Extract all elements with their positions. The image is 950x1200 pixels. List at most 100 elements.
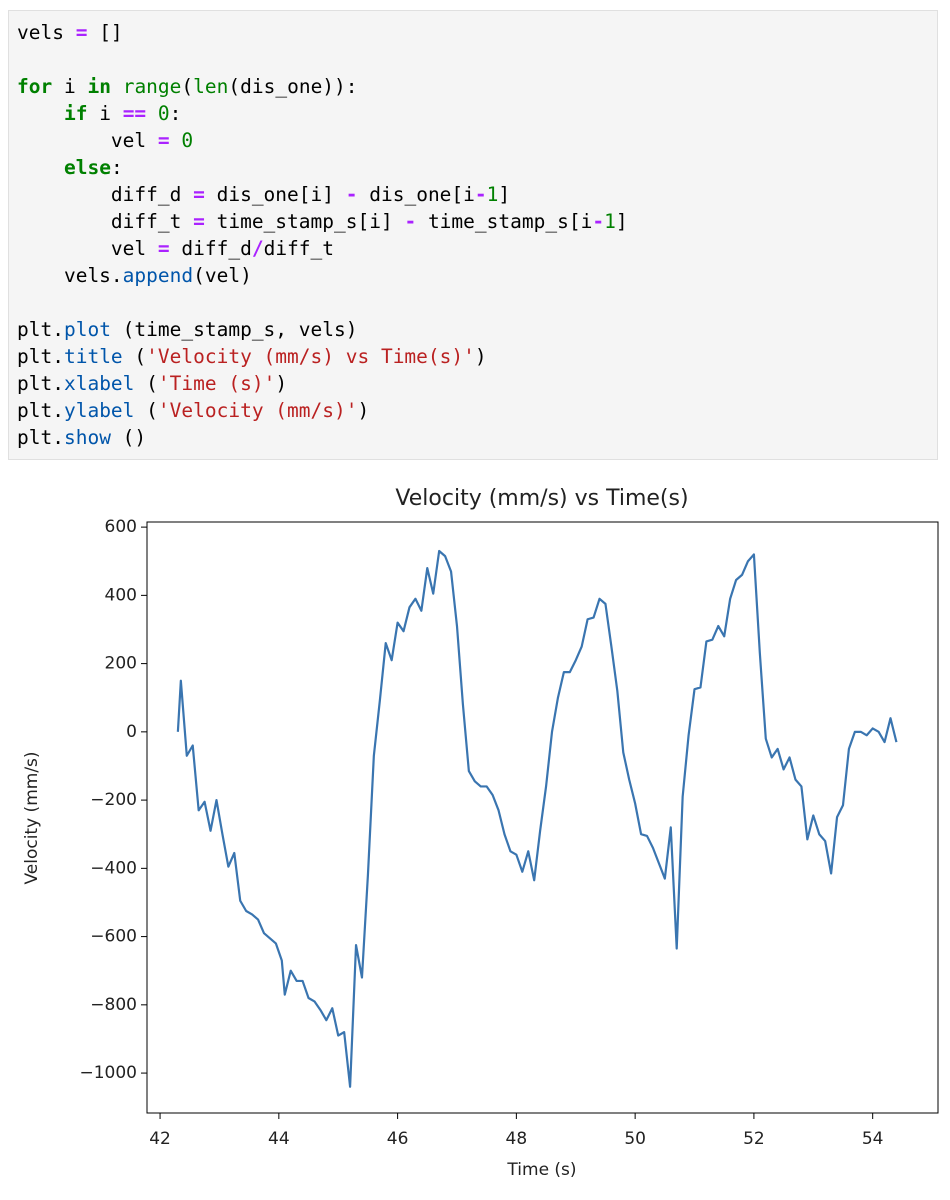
- code-token: 'Velocity (mm/s) vs Time(s)': [146, 345, 475, 368]
- code-line: diff_d = dis_one[i] - dis_one[i-1]: [17, 181, 929, 208]
- y-tick-label: −1000: [79, 1063, 137, 1083]
- code-token: plt.: [17, 318, 64, 341]
- code-token: /: [251, 237, 264, 260]
- code-token: 1: [604, 210, 616, 233]
- code-token: ): [357, 399, 370, 422]
- code-token: xlabel: [63, 372, 135, 395]
- code-line: if i == 0:: [17, 100, 929, 127]
- code-token: ]: [615, 210, 628, 233]
- code-line: plt.show (): [17, 424, 929, 451]
- code-token: time_stamp_s[i]: [204, 210, 405, 233]
- code-token: diff_t: [263, 237, 335, 260]
- code-token: dis_one[i: [357, 183, 475, 206]
- code-token: plt.: [17, 426, 64, 449]
- code-cell: vels = [] for i in range(len(dis_one)): i…: [8, 10, 938, 460]
- code-token: 1: [486, 183, 499, 206]
- code-token: len: [193, 75, 229, 98]
- code-token: else: [63, 156, 111, 179]
- code-token: diff_d: [17, 183, 194, 206]
- code-token: ==: [122, 102, 147, 125]
- code-token: plt.: [17, 372, 64, 395]
- code-token: =: [157, 129, 170, 152]
- code-token: ): [474, 345, 487, 368]
- y-tick-label: −200: [90, 790, 137, 810]
- code-token: =: [193, 210, 205, 233]
- code-line: plt.xlabel ('Time (s)'): [17, 370, 929, 397]
- code-token: ): [275, 372, 288, 395]
- code-token: show: [63, 426, 111, 449]
- code-token: (dis_one)):: [228, 75, 358, 98]
- code-token: range: [122, 75, 182, 98]
- code-token: i: [87, 102, 123, 125]
- code-line: else:: [17, 154, 929, 181]
- x-tick-label: 50: [624, 1129, 646, 1149]
- code-token: 0: [157, 102, 170, 125]
- code-line: vel = 0: [17, 127, 929, 154]
- code-token: plot: [63, 318, 111, 341]
- y-axis-label: Velocity (mm/s): [22, 751, 42, 884]
- code-token: =: [157, 237, 170, 260]
- y-tick-label: −600: [90, 927, 137, 947]
- code-token: plt.: [17, 399, 64, 422]
- x-tick-label: 42: [149, 1129, 171, 1149]
- code-token: (time_stamp_s, vels): [110, 318, 358, 341]
- y-tick-label: −800: [90, 995, 137, 1015]
- code-token: plt.: [17, 345, 64, 368]
- code-token: (: [122, 345, 147, 368]
- code-token: (: [134, 399, 158, 422]
- code-line: plt.plot (time_stamp_s, vels): [17, 316, 929, 343]
- code-token: append: [122, 264, 194, 287]
- code-token: dis_one[i]: [204, 183, 346, 206]
- y-tick-label: 600: [105, 517, 137, 537]
- y-tick-label: 200: [105, 654, 137, 674]
- code-token: time_stamp_s[i: [416, 210, 593, 233]
- code-line: vels = []: [17, 19, 929, 46]
- code-token: vel: [17, 129, 158, 152]
- code-token: diff_t: [17, 210, 194, 233]
- code-token: for: [17, 75, 53, 98]
- chart-title: Velocity (mm/s) vs Time(s): [395, 486, 688, 511]
- code-token: ]: [498, 183, 511, 206]
- x-tick-label: 54: [862, 1129, 884, 1149]
- plot-frame: [146, 521, 939, 1114]
- code-token: -: [404, 210, 417, 233]
- code-line: vels.append(vel): [17, 262, 929, 289]
- code-line: for i in range(len(dis_one)):: [17, 73, 929, 100]
- code-token: (vel): [193, 264, 252, 287]
- y-tick-label: 400: [105, 585, 137, 605]
- code-line: plt.title ('Velocity (mm/s) vs Time(s)'): [17, 343, 929, 370]
- code-token: =: [75, 21, 88, 44]
- code-token: in: [87, 75, 111, 98]
- code-line: diff_t = time_stamp_s[i] - time_stamp_s[…: [17, 208, 929, 235]
- code-token: vel: [17, 237, 158, 260]
- data-line: [176, 549, 898, 1088]
- code-token: diff_d: [169, 237, 252, 260]
- y-tick-label: 0: [126, 722, 137, 742]
- code-token: (): [110, 426, 147, 449]
- code-token: vels: [17, 21, 76, 44]
- x-tick-label: 44: [268, 1129, 290, 1149]
- x-tick-label: 46: [387, 1129, 409, 1149]
- code-token: -: [592, 210, 605, 233]
- code-token: title: [63, 345, 123, 368]
- x-tick-label: 52: [743, 1129, 765, 1149]
- code-token: ylabel: [63, 399, 135, 422]
- code-token: (: [134, 372, 158, 395]
- code-token: vels.: [17, 264, 123, 287]
- code-token: []: [87, 21, 123, 44]
- code-token: if: [63, 102, 88, 125]
- code-token: -: [474, 183, 487, 206]
- code-token: i: [52, 75, 88, 98]
- x-tick-label: 48: [506, 1129, 528, 1149]
- code-token: :: [169, 102, 182, 125]
- code-token: 'Time (s)': [157, 372, 276, 395]
- code-token: (: [181, 75, 194, 98]
- code-token: 'Velocity (mm/s)': [157, 399, 358, 422]
- x-axis-label: Time (s): [506, 1160, 576, 1180]
- code-line: vel = diff_d/diff_t: [17, 235, 929, 262]
- code-token: :: [110, 156, 123, 179]
- code-token: -: [345, 183, 358, 206]
- code-token: 0: [181, 129, 194, 152]
